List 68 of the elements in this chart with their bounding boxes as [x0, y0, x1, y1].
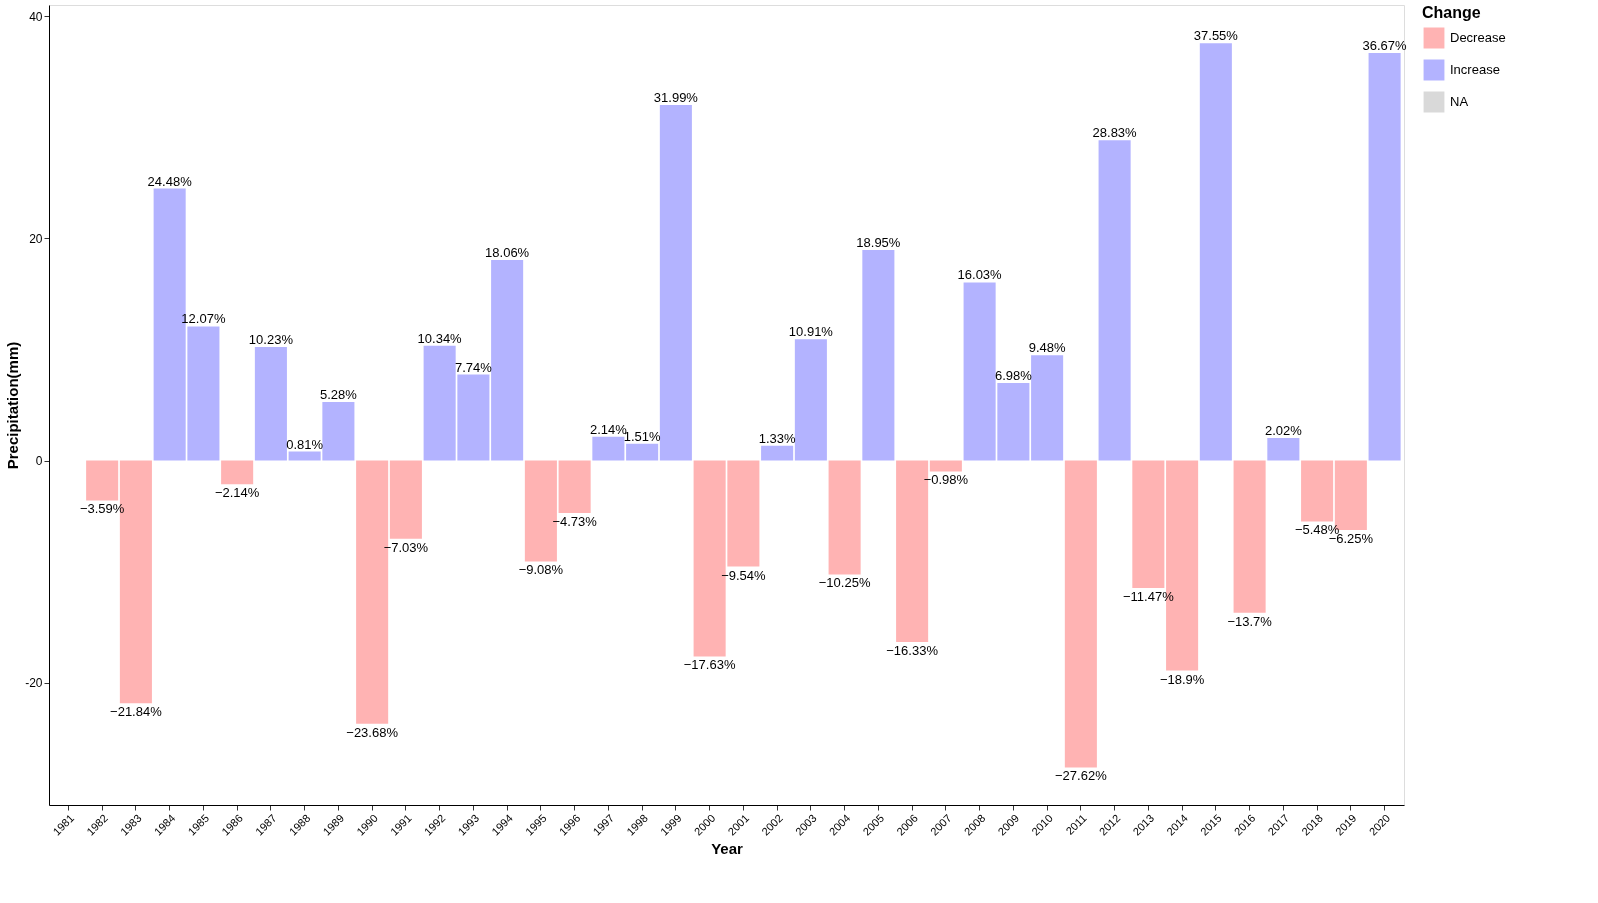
bar	[1199, 43, 1232, 461]
bar	[592, 436, 625, 461]
legend-label: NA	[1450, 94, 1469, 109]
data-label: 10.91%	[788, 324, 834, 340]
bar	[828, 460, 861, 575]
data-label: −10.25%	[818, 575, 871, 591]
data-label: −9.54%	[721, 567, 767, 583]
y-tick-label: 20	[29, 231, 43, 246]
data-label: 36.67%	[1362, 38, 1408, 54]
data-label: 6.98%	[994, 368, 1033, 383]
data-label: 18.95%	[856, 235, 901, 250]
bar	[558, 460, 591, 514]
data-label: 31.99%	[653, 90, 699, 106]
data-label: 1.33%	[758, 430, 796, 446]
data-label: 9.48%	[1028, 340, 1066, 356]
data-label: 12.07%	[181, 311, 226, 327]
bar	[86, 460, 119, 501]
data-label: 2.02%	[1264, 423, 1303, 439]
bar	[221, 460, 254, 485]
legend-title: Change	[1422, 4, 1481, 21]
data-label: −16.33%	[886, 643, 939, 658]
data-label: −2.14%	[214, 485, 260, 501]
data-label: 0.81%	[286, 436, 324, 452]
bar	[1233, 460, 1266, 613]
bar	[862, 250, 895, 461]
bar	[929, 460, 962, 472]
data-label: 10.34%	[417, 330, 463, 346]
data-label: 28.83%	[1092, 125, 1138, 141]
data-label: −7.03%	[383, 539, 429, 555]
bar	[626, 443, 659, 461]
y-tick-label: 0	[35, 454, 43, 469]
bar	[1098, 140, 1131, 461]
y-tick-label: -20	[25, 676, 43, 691]
data-label: −17.63%	[683, 657, 736, 673]
data-label: −3.59%	[79, 501, 125, 517]
data-label: −4.73%	[552, 514, 598, 530]
bar	[1267, 438, 1300, 461]
bar	[761, 445, 794, 461]
data-label: −13.7%	[1227, 613, 1273, 629]
data-label: 16.03%	[957, 267, 1003, 283]
bar	[1301, 460, 1334, 522]
bar	[1368, 53, 1401, 461]
legend-label: Decrease	[1450, 30, 1506, 45]
bar	[1031, 355, 1064, 461]
legend-label: Increase	[1450, 62, 1500, 77]
bar	[1132, 460, 1165, 588]
data-label: −21.84%	[110, 704, 163, 720]
bar	[659, 105, 692, 461]
data-label: 24.48%	[147, 173, 193, 189]
bar	[254, 346, 287, 461]
data-label: −0.98%	[923, 472, 969, 488]
data-label: 37.55%	[1193, 28, 1239, 44]
bar	[794, 339, 827, 461]
data-label: −23.68%	[346, 724, 399, 740]
data-label: 10.23%	[248, 331, 294, 347]
bar	[491, 259, 524, 461]
bar	[1064, 460, 1097, 768]
data-label: −11.47%	[1123, 589, 1175, 604]
data-label: −18.9%	[1159, 671, 1205, 687]
data-label: 7.74%	[454, 359, 493, 375]
data-label: −27.62%	[1055, 768, 1108, 784]
data-label: 18.06%	[485, 244, 530, 260]
x-axis-title: Year	[711, 839, 744, 857]
data-label: 5.28%	[319, 386, 358, 402]
y-tick-label: 40	[29, 9, 43, 24]
y-axis-title: Precipitation(mm)	[4, 341, 22, 470]
data-label: −9.08%	[518, 562, 564, 578]
bar	[389, 460, 422, 539]
